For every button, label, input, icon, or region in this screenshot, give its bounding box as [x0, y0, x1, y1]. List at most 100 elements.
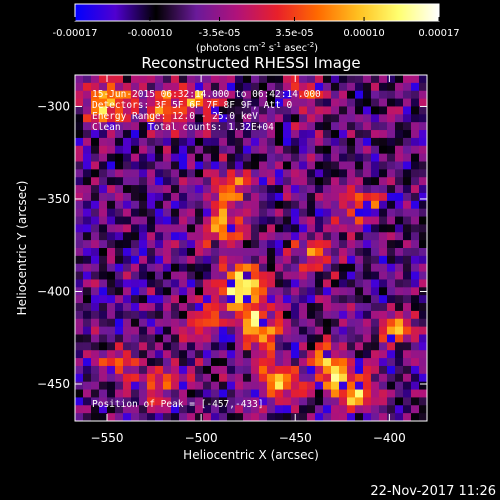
heatmap-cell [283, 130, 292, 139]
heatmap-cell [411, 122, 420, 131]
heatmap-cell [251, 295, 260, 304]
heatmap-cell [171, 82, 180, 92]
heatmap-cell [323, 255, 332, 265]
heatmap-cell [83, 255, 92, 265]
heatmap-cell [75, 82, 84, 92]
heatmap-cell [387, 287, 396, 296]
heatmap-cell [363, 334, 372, 343]
heatmap-cell [259, 287, 268, 296]
heatmap-cell [379, 98, 388, 108]
heatmap-cell [219, 232, 228, 241]
heatmap-cell [131, 350, 140, 359]
heatmap-cell [123, 224, 132, 233]
heatmap-cell [379, 161, 388, 170]
heatmap-cell [379, 248, 388, 257]
heatmap-cell [83, 216, 92, 226]
heatmap-cell [99, 75, 108, 84]
heatmap-cell [187, 326, 196, 336]
heatmap-cell [315, 405, 324, 414]
heatmap-cell [403, 216, 412, 226]
heatmap-cell [147, 192, 156, 202]
heatmap-cell [139, 145, 148, 155]
heatmap-cell [179, 200, 188, 210]
heatmap-cell [419, 310, 427, 320]
heatmap-cell [315, 232, 324, 241]
heatmap-cell [259, 224, 268, 233]
heatmap-cell [371, 161, 380, 170]
heatmap-cell [339, 122, 348, 131]
heatmap-cell [99, 130, 108, 139]
heatmap-cell [371, 255, 380, 265]
heatmap-cell [243, 326, 252, 336]
heatmap-cell [307, 137, 316, 147]
heatmap-cell [323, 224, 332, 233]
heatmap-cell [227, 287, 236, 296]
heatmap-cell [411, 240, 420, 249]
heatmap-cell [107, 192, 116, 202]
heatmap-cell [339, 153, 348, 163]
heatmap-cell [419, 98, 427, 108]
heatmap-cell [251, 318, 260, 328]
heatmap-cell [147, 342, 156, 351]
heatmap-cell [299, 279, 308, 288]
heatmap-cell [179, 373, 188, 383]
heatmap-cell [243, 137, 252, 147]
heatmap-cell [123, 192, 132, 202]
heatmap-cell [187, 397, 196, 406]
heatmap-cell [235, 200, 244, 210]
heatmap-cell [139, 98, 148, 108]
heatmap-cell [99, 90, 108, 100]
heatmap-cell [291, 114, 300, 123]
heatmap-cell [355, 350, 364, 359]
heatmap-cell [355, 232, 364, 241]
heatmap-cell [315, 413, 324, 421]
heatmap-cell [75, 342, 84, 351]
heatmap-cell [115, 90, 124, 100]
heatmap-cell [331, 318, 340, 328]
heatmap-cell [323, 373, 332, 383]
heatmap-cell [315, 373, 324, 383]
heatmap-cell [211, 342, 220, 351]
heatmap-cell [115, 248, 124, 257]
heatmap-cell [259, 326, 268, 336]
heatmap-cell [315, 240, 324, 249]
heatmap-cell [331, 153, 340, 163]
heatmap-cell [395, 381, 404, 391]
heatmap-cell [379, 295, 388, 304]
heatmap-cell [371, 169, 380, 178]
heatmap-cell [187, 114, 196, 123]
heatmap-cell [115, 295, 124, 304]
heatmap-cell [283, 208, 292, 218]
heatmap-cell [307, 232, 316, 241]
heatmap-cell [123, 310, 132, 320]
heatmap-cell [283, 216, 292, 226]
heatmap-cell [203, 350, 212, 359]
heatmap-cell [131, 98, 140, 108]
heatmap-cell [75, 279, 84, 288]
heatmap-cell [275, 248, 284, 257]
heatmap-cell [307, 130, 316, 139]
heatmap-cell [243, 98, 252, 108]
heatmap-cell [155, 342, 164, 351]
heatmap-cell [267, 303, 276, 312]
heatmap-cell [227, 208, 236, 218]
heatmap-cell [355, 389, 364, 399]
heatmap-cell [339, 185, 348, 194]
heatmap-cell [355, 271, 364, 281]
heatmap-cell [267, 208, 276, 218]
heatmap-cell [83, 200, 92, 210]
heatmap-cell [243, 75, 252, 84]
heatmap-cell [419, 130, 427, 139]
heatmap-cell [363, 287, 372, 296]
heatmap-cell [171, 397, 180, 406]
heatmap-cell [83, 106, 92, 115]
heatmap-cell [307, 169, 316, 178]
heatmap-cell [147, 216, 156, 226]
footer-date: 22-Nov-2017 11:26 [370, 484, 496, 499]
heatmap-cell [411, 263, 420, 273]
heatmap-cell [411, 98, 420, 108]
heatmap-cell [363, 216, 372, 226]
x-tick-label: −400 [373, 431, 406, 445]
heatmap-cell [323, 358, 332, 367]
heatmap-cell [155, 263, 164, 273]
